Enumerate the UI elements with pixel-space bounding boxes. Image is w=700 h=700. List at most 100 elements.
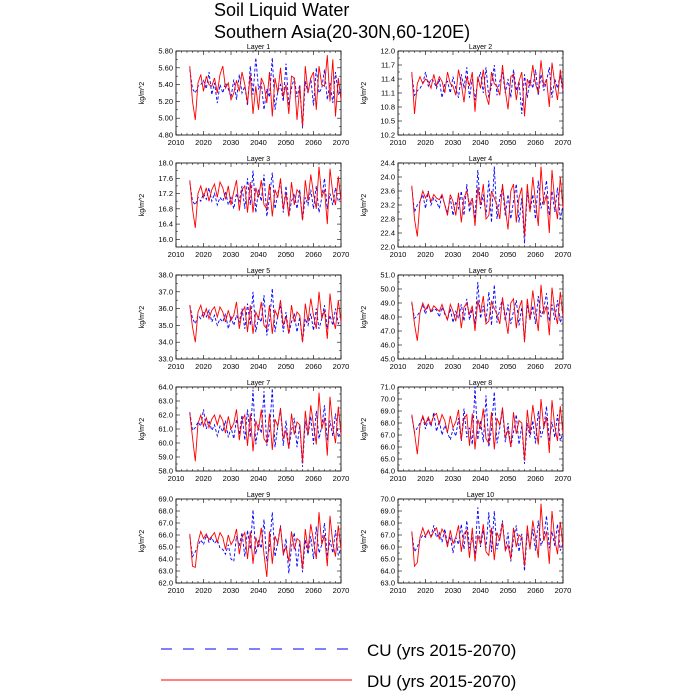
x-tick-label: 2020 — [195, 250, 212, 259]
y-tick-label: 65.0 — [158, 543, 173, 552]
x-tick-label: 2040 — [472, 250, 489, 259]
y-tick-label: 68.0 — [380, 419, 395, 428]
x-tick-label: 2010 — [390, 474, 407, 483]
y-tick-label: 33.0 — [158, 355, 173, 364]
y-tick-label: 64.0 — [158, 555, 173, 564]
y-axis-label: kg/m^2 — [361, 82, 368, 104]
y-tick-label: 49.0 — [380, 299, 395, 308]
x-tick-label: 2030 — [223, 474, 240, 483]
x-tick-label: 2020 — [417, 362, 434, 371]
x-tick-label: 2020 — [417, 474, 434, 483]
y-tick-label: 17.6 — [158, 174, 173, 183]
x-tick-label: 2070 — [555, 250, 572, 259]
series-line-du — [411, 284, 564, 343]
chart-panel-layer-9: Layer 9 kg/m^2 2010 2020 2030 2040 2050 2060 207… — [139, 492, 349, 595]
y-tick-label: 22.8 — [380, 215, 395, 224]
y-tick-label: 65.0 — [380, 555, 395, 564]
y-tick-label: 60.0 — [158, 439, 173, 448]
series-line-du — [411, 166, 564, 237]
chart-panel-layer-6: Layer 6 kg/m^2 2010 2020 2030 2040 2050 2060 207… — [361, 268, 571, 371]
x-tick-label: 2050 — [278, 474, 295, 483]
x-tick-label: 2060 — [305, 586, 322, 595]
y-tick-label: 5.80 — [158, 47, 173, 56]
y-tick-label: 5.40 — [158, 80, 173, 89]
x-tick-label: 2010 — [168, 250, 185, 259]
x-tick-label: 2020 — [195, 362, 212, 371]
x-tick-label: 2070 — [555, 586, 572, 595]
series-line-cu — [189, 170, 342, 221]
x-tick-label: 2040 — [472, 362, 489, 371]
x-tick-label: 2050 — [278, 586, 295, 595]
y-tick-label: 70.0 — [380, 395, 395, 404]
x-tick-label: 2040 — [472, 138, 489, 147]
y-tick-label: 58.0 — [158, 467, 173, 476]
x-tick-label: 2010 — [390, 362, 407, 371]
x-tick-label: 2070 — [333, 250, 350, 259]
figure-title-line2: Southern Asia(20-30N,60-120E) — [214, 22, 470, 42]
x-tick-label: 2070 — [333, 474, 350, 483]
x-tick-label: 2020 — [417, 250, 434, 259]
series-line-cu — [189, 388, 342, 467]
y-tick-label: 16.0 — [158, 235, 173, 244]
y-axis-label: kg/m^2 — [139, 194, 146, 216]
figure-title-line1: Soil Liquid Water — [214, 0, 349, 20]
x-tick-label: 2060 — [305, 362, 322, 371]
x-tick-label: 2030 — [445, 250, 462, 259]
series-line-cu — [411, 281, 564, 341]
x-tick-label: 2070 — [333, 586, 350, 595]
x-tick-label: 2060 — [305, 250, 322, 259]
x-tick-label: 2030 — [223, 250, 240, 259]
panel-title: Layer 2 — [469, 44, 492, 51]
y-tick-label: 63.0 — [158, 567, 173, 576]
legend: CU (yrs 2015-2070) DU (yrs 2015-2070) — [161, 641, 516, 691]
y-tick-label: 22.0 — [380, 243, 395, 252]
y-tick-label: 67.0 — [380, 431, 395, 440]
x-tick-label: 2050 — [500, 138, 517, 147]
x-tick-label: 2020 — [195, 138, 212, 147]
y-tick-label: 71.0 — [380, 383, 395, 392]
x-tick-label: 2030 — [223, 586, 240, 595]
y-tick-label: 63.0 — [380, 579, 395, 588]
x-tick-label: 2010 — [168, 138, 185, 147]
y-tick-label: 10.8 — [380, 103, 395, 112]
series-line-cu — [189, 509, 342, 574]
x-tick-label: 2040 — [472, 474, 489, 483]
x-tick-label: 2060 — [305, 138, 322, 147]
x-tick-label: 2050 — [500, 362, 517, 371]
x-tick-label: 2040 — [250, 250, 267, 259]
series-line-cu — [411, 64, 564, 115]
x-tick-label: 2050 — [278, 138, 295, 147]
series-line-cu — [189, 288, 342, 343]
chart-panel-layer-2: Layer 2 kg/m^2 2010 2020 2030 2040 2050 2060 207… — [361, 44, 571, 147]
y-tick-label: 69.0 — [158, 495, 173, 504]
y-axis-label: kg/m^2 — [139, 82, 146, 104]
panel-title: Layer 1 — [247, 44, 270, 51]
x-tick-label: 2040 — [250, 138, 267, 147]
chart-panel-layer-10: Layer 10 kg/m^2 2010 2020 2030 2040 2050 2060 20… — [361, 492, 571, 595]
series-line-du — [189, 166, 342, 228]
y-tick-label: 47.0 — [380, 327, 395, 336]
y-tick-label: 67.0 — [158, 519, 173, 528]
y-tick-label: 46.0 — [380, 341, 395, 350]
y-tick-label: 48.0 — [380, 313, 395, 322]
x-tick-label: 2030 — [445, 586, 462, 595]
y-tick-label: 18.0 — [158, 159, 173, 168]
y-tick-label: 62.0 — [158, 411, 173, 420]
y-tick-label: 23.6 — [380, 187, 395, 196]
x-tick-label: 2040 — [472, 586, 489, 595]
x-tick-label: 2020 — [417, 586, 434, 595]
y-tick-label: 64.0 — [380, 467, 395, 476]
panels-grid: Layer 1 kg/m^2 2010 2020 2030 2040 2050 2060 207… — [139, 44, 571, 595]
y-tick-label: 11.1 — [381, 89, 395, 98]
chart-panel-layer-5: Layer 5 kg/m^2 2010 2020 2030 2040 2050 2060 207… — [139, 268, 349, 371]
y-tick-label: 11.7 — [381, 61, 395, 70]
panel-title: Layer 6 — [469, 268, 492, 275]
y-tick-label: 64.0 — [380, 567, 395, 576]
chart-panel-layer-3: Layer 3 kg/m^2 2010 2020 2030 2040 2050 2060 207… — [139, 156, 349, 259]
x-tick-label: 2010 — [168, 474, 185, 483]
x-tick-label: 2030 — [445, 362, 462, 371]
y-tick-label: 24.0 — [380, 173, 395, 182]
y-tick-label: 5.00 — [158, 114, 173, 123]
y-axis-label: kg/m^2 — [139, 530, 146, 552]
chart-panel-layer-8: Layer 8 kg/m^2 2010 2020 2030 2040 2050 2060 207… — [361, 380, 571, 483]
